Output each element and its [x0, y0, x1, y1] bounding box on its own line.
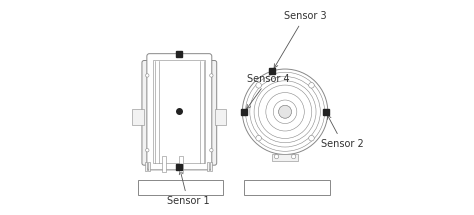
Circle shape — [146, 74, 149, 77]
Circle shape — [274, 155, 279, 159]
FancyBboxPatch shape — [142, 60, 155, 165]
Bar — [137, 180, 223, 195]
FancyBboxPatch shape — [204, 60, 217, 165]
Circle shape — [146, 149, 149, 152]
Circle shape — [279, 105, 292, 118]
Bar — [210, 162, 212, 170]
Bar — [272, 155, 298, 161]
Bar — [207, 162, 209, 170]
Text: Sensor 4: Sensor 4 — [246, 74, 290, 109]
Circle shape — [210, 74, 213, 77]
Bar — [162, 156, 166, 172]
Circle shape — [210, 149, 213, 152]
Circle shape — [309, 83, 314, 88]
Text: Sensor 2: Sensor 2 — [321, 115, 364, 149]
Circle shape — [256, 135, 261, 141]
Bar — [153, 60, 205, 163]
Bar — [179, 156, 183, 172]
Circle shape — [309, 135, 314, 141]
Bar — [132, 109, 144, 124]
Bar — [245, 180, 330, 195]
Bar — [215, 109, 226, 124]
Bar — [145, 162, 147, 170]
Text: Sensor 3: Sensor 3 — [274, 11, 326, 68]
Circle shape — [292, 155, 296, 159]
Circle shape — [242, 69, 328, 155]
Text: Sensor 1: Sensor 1 — [166, 170, 209, 206]
FancyBboxPatch shape — [147, 54, 212, 170]
Circle shape — [279, 105, 292, 118]
Circle shape — [256, 83, 261, 88]
Bar — [148, 162, 150, 170]
